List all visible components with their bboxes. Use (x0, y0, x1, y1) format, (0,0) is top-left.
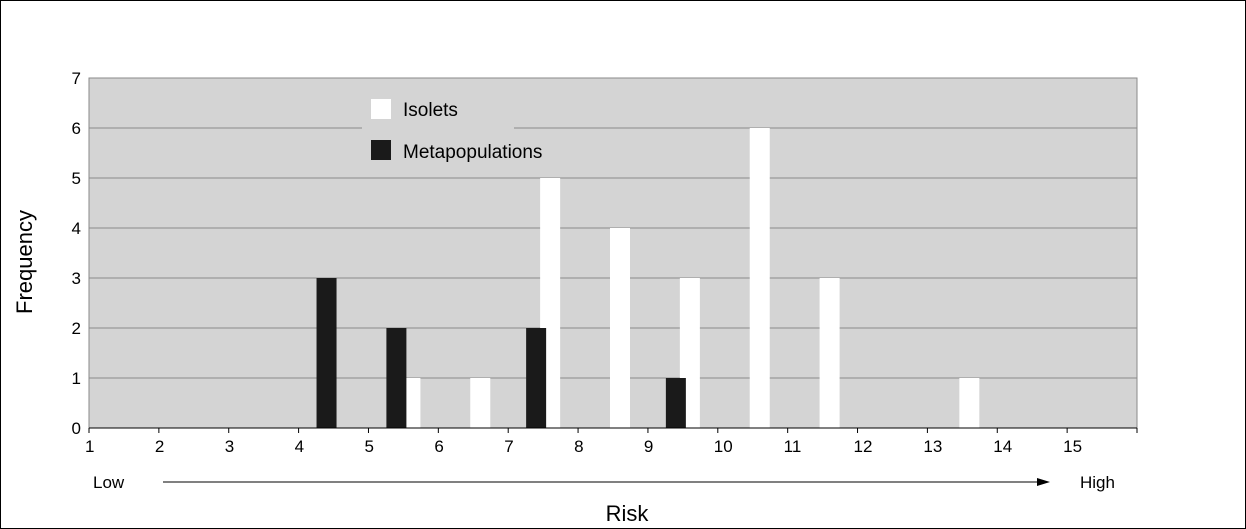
bar-isolets (819, 278, 840, 428)
y-tick-label: 6 (72, 119, 81, 138)
risk-arrow: Low High (93, 473, 1115, 492)
bar-isolets (959, 378, 980, 428)
x-tick-label: 3 (225, 437, 234, 456)
x-tick-label: 14 (993, 437, 1012, 456)
y-tick-label: 2 (72, 319, 81, 338)
x-tick-label: 15 (1063, 437, 1082, 456)
arrow-head (1037, 478, 1050, 486)
low-label: Low (93, 473, 125, 492)
y-tick-label: 1 (72, 369, 81, 388)
x-tick-label: 5 (364, 437, 373, 456)
bar-metapopulations (526, 328, 547, 428)
y-tick-label: 7 (72, 69, 81, 88)
legend-swatch-metapopulations (371, 140, 391, 160)
y-tick-label: 0 (72, 419, 81, 438)
legend-swatch-isolets (371, 99, 391, 119)
x-tick-label: 8 (574, 437, 583, 456)
y-tick-label: 4 (72, 219, 81, 238)
x-tick-label: 13 (923, 437, 942, 456)
bars (316, 128, 980, 428)
x-tick-label: 6 (434, 437, 443, 456)
x-tick-label: 4 (295, 437, 304, 456)
legend-label-isolets: Isolets (403, 100, 458, 121)
y-axis-title: Frequency (12, 210, 37, 314)
y-axis: 0 1 2 3 4 5 6 7 (72, 69, 81, 438)
bar-metapopulations (665, 378, 686, 428)
x-tick-label: 11 (784, 437, 802, 456)
x-tick-label: 7 (504, 437, 513, 456)
x-axis: 1 2 3 4 5 6 7 8 9 10 11 12 13 14 15 (85, 428, 1138, 456)
high-label: High (1080, 473, 1115, 492)
x-tick-label: 1 (85, 437, 94, 456)
x-tick-label: 10 (714, 437, 733, 456)
x-tick-label: 12 (854, 437, 873, 456)
legend: Isolets Metapopulations (362, 92, 542, 174)
bar-metapopulations (316, 278, 337, 428)
x-tick-label: 2 (155, 437, 164, 456)
y-tick-label: 3 (72, 269, 81, 288)
legend-label-metapopulations: Metapopulations (403, 142, 542, 163)
bar-isolets (749, 128, 770, 428)
bar-isolets (610, 228, 630, 428)
x-axis-title: Risk (606, 501, 650, 526)
bar-metapopulations (386, 328, 407, 428)
y-tick-label: 5 (72, 169, 81, 188)
bar-isolets (470, 378, 491, 428)
x-tick-label: 9 (644, 437, 653, 456)
